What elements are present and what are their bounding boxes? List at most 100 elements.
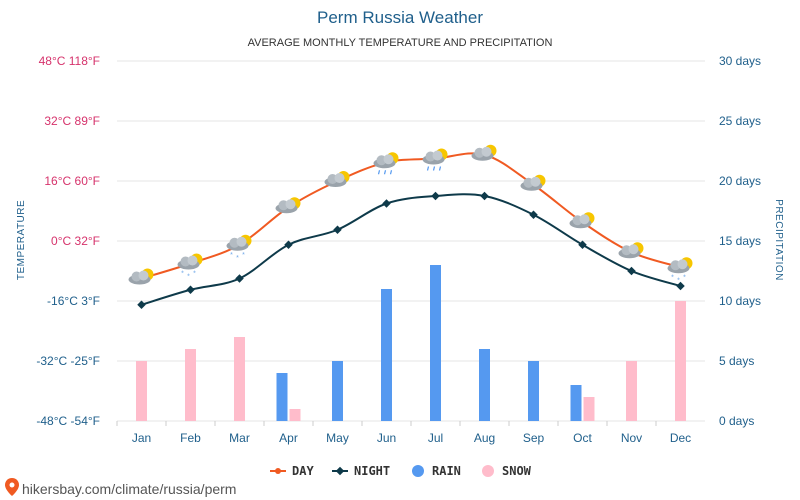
right-axis-label: PRECIPITATION [773,199,784,281]
legend-item-snow[interactable]: SNOW [482,464,532,478]
night-point [186,285,195,294]
left-tick-label: 0°C 32°F [51,234,100,248]
svg-text:*: * [677,277,680,284]
legend-night-marker [335,466,345,476]
month-label: Jul [428,431,443,445]
night-line [141,193,681,306]
legend-day-marker [275,468,281,474]
legend-label: DAY [292,464,314,478]
legend-label: RAIN [432,464,461,478]
legend-snow-swatch [482,465,494,477]
snow-cloud-sun-icon: * * * [226,234,252,262]
snow-bar [626,361,637,421]
cloudy-sun-icon [471,144,497,161]
night-point [676,281,685,291]
svg-text:*: * [187,274,190,281]
legend-item-day[interactable]: DAY [270,464,314,478]
right-tick-label: 20 days [719,174,761,188]
month-label: Sep [523,431,545,445]
night-point [333,225,342,234]
legend-item-rain[interactable]: RAIN [412,464,461,478]
cloudy-sun-icon [520,174,546,191]
snow-bar [289,409,301,421]
right-tick-label: 15 days [719,234,761,248]
location-pin-icon [5,478,19,496]
night-point [431,191,440,201]
chart-title: Perm Russia Weather [317,8,483,27]
night-point [137,300,146,309]
day-line [141,152,681,280]
svg-text:*: * [671,274,674,281]
legend-label: NIGHT [354,464,390,478]
month-labels: Jan Feb Mar Apr May Jun Jul Aug Sep Oct Nov Dec [116,421,691,445]
left-axis-ticks: 48°C 118°F 32°C 89°F 16°C 60°F 0°C 32°F -16°… [36,54,100,428]
grid-lines [117,60,705,422]
month-label: Apr [279,431,298,445]
left-tick-label: 48°C 118°F [39,54,100,68]
svg-text:*: * [683,274,686,281]
cloudy-sun-icon [569,212,595,229]
svg-text:*: * [242,252,245,259]
left-tick-label: 16°C 60°F [44,174,100,188]
month-label: Oct [573,431,592,445]
month-label: Jan [132,431,151,445]
temperature-lines [137,151,685,309]
left-tick-label: -32°C -25°F [36,354,100,368]
rain-bar [528,361,539,421]
month-label: Aug [474,431,495,445]
rain-cloud-sun-icon [422,148,448,171]
night-point [480,191,489,201]
footer-link[interactable]: hikersbay.com/climate/russia/perm [22,481,236,497]
legend[interactable]: DAY NIGHT RAIN SNOW [270,464,532,478]
night-point [382,199,391,208]
night-point [627,266,636,276]
chart-subtitle: AVERAGE MONTHLY TEMPERATURE AND PRECIPIT… [248,37,553,49]
rain-cloud-sun-icon [373,152,399,175]
left-axis-label: TEMPERATURE [16,200,27,280]
cloudy-sun-icon [275,197,301,214]
right-axis-ticks: 30 days 25 days 20 days 15 days 10 days 5 day… [719,54,761,428]
rain-bar [276,373,288,421]
snow-bar [583,397,595,421]
svg-text:*: * [236,255,239,262]
left-tick-label: 32°C 89°F [44,114,100,128]
snow-cloud-sun-icon: * * * [667,257,693,284]
cloudy-sun-icon [324,171,350,187]
snow-bar [136,361,147,421]
month-label: Feb [180,431,201,445]
month-label: May [326,431,349,445]
rain-bar [479,349,490,421]
snow-bar [185,349,196,421]
right-tick-label: 5 days [719,354,754,368]
rain-bar [570,385,582,421]
month-label: Mar [229,431,250,445]
legend-rain-swatch [412,465,424,477]
left-tick-label: -16°C 3°F [47,294,100,308]
right-tick-label: 30 days [719,54,761,68]
night-point [529,210,538,219]
snow-bar [675,301,686,421]
precipitation-bars [136,265,686,421]
rain-bar [332,361,343,421]
rain-bar [430,265,441,421]
cloudy-sun-icon [128,268,154,285]
svg-text:*: * [181,271,184,278]
left-tick-label: -48°C -54°F [36,414,100,428]
legend-item-night[interactable]: NIGHT [332,464,390,478]
right-tick-label: 0 days [719,414,754,428]
month-label: Dec [670,431,691,445]
legend-label: SNOW [502,464,532,478]
footer[interactable]: hikersbay.com/climate/russia/perm [5,478,236,497]
snow-bar [234,337,245,421]
month-label: Jun [377,431,396,445]
month-label: Nov [621,431,642,445]
right-tick-label: 25 days [719,114,761,128]
night-point [578,240,587,249]
rain-bar [381,289,392,421]
cloudy-sun-icon [618,242,644,259]
night-point [235,274,244,283]
svg-text:*: * [230,252,233,259]
snow-cloud-sun-icon: * * * [177,253,203,281]
weather-icons: * * ** * ** * * [128,144,693,285]
